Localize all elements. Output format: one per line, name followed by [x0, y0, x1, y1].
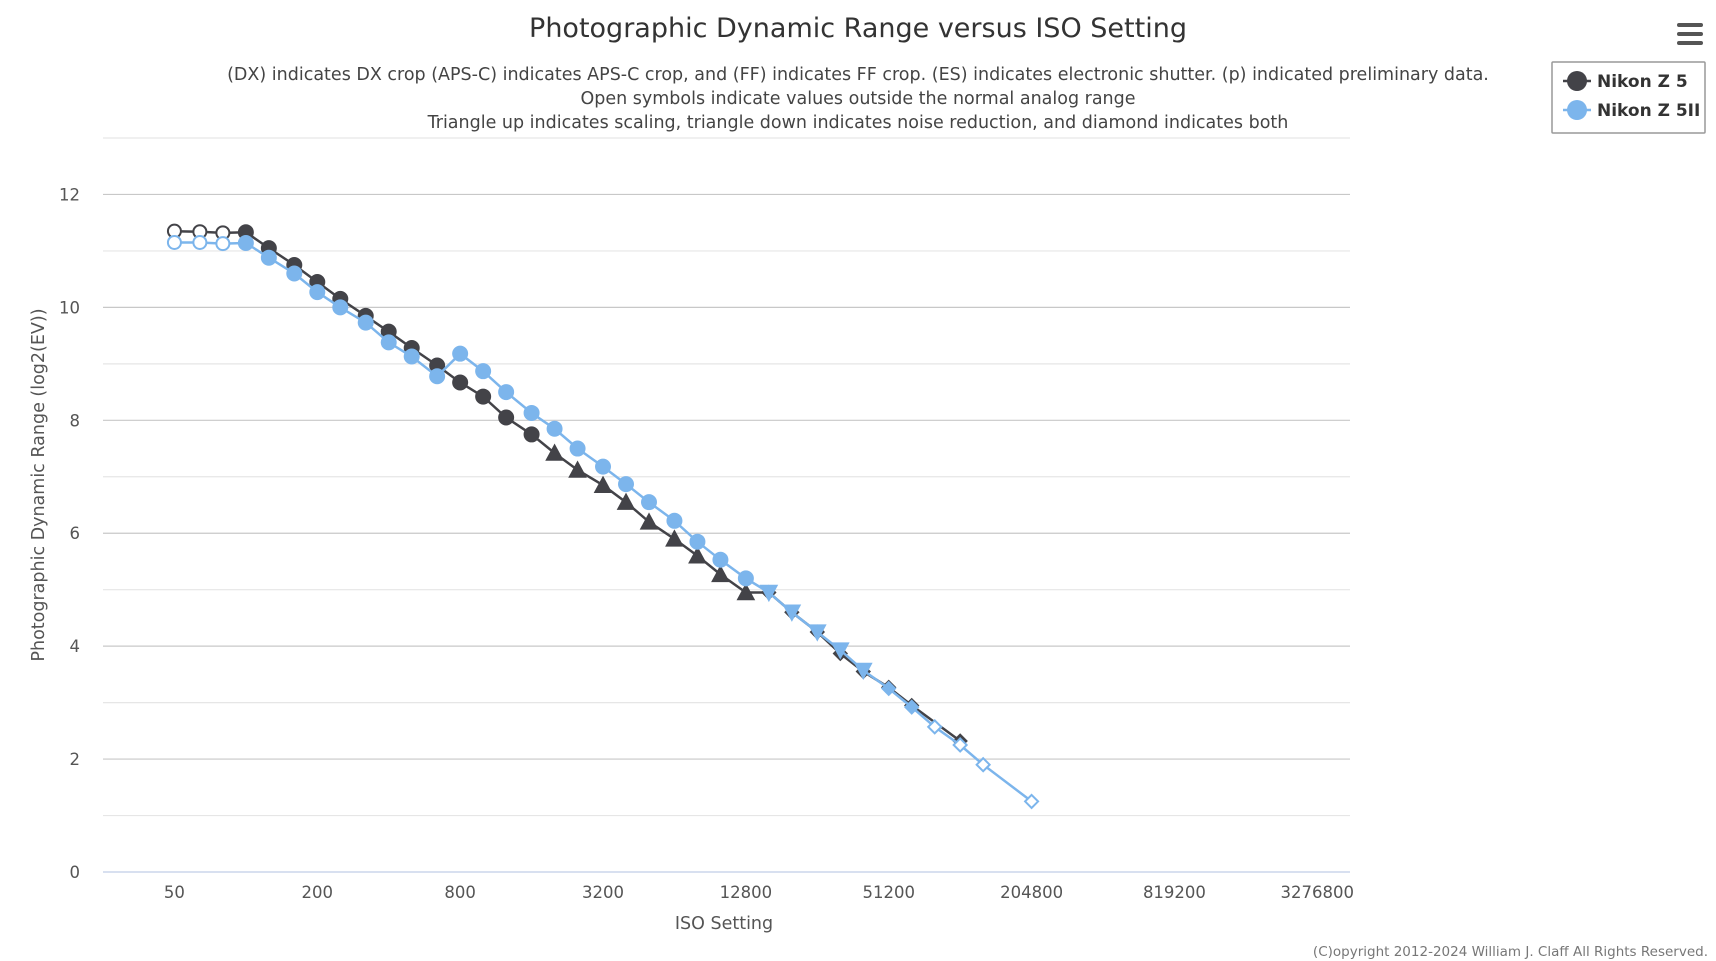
data-point-nikon-z-5[interactable] — [498, 409, 515, 426]
chart-subtitle-line-1: (DX) indicates DX crop (APS-C) indicates… — [227, 65, 1489, 85]
y-tick-labels: 0 2 4 6 8 10 12 — [59, 185, 80, 882]
grid-lines — [103, 137, 1350, 817]
x-tick-label: 200 — [302, 883, 334, 902]
data-point-nikon-z-5ii[interactable] — [523, 404, 540, 421]
chart-title: Photographic Dynamic Range versus ISO Se… — [529, 13, 1187, 44]
y-tick-label: 2 — [70, 750, 81, 769]
data-point-nikon-z-5ii[interactable] — [853, 662, 873, 680]
data-point-nikon-z-5ii[interactable] — [904, 699, 920, 715]
data-point-nikon-z-5ii[interactable] — [641, 494, 658, 511]
legend: Nikon Z 5 Nikon Z 5II — [1551, 61, 1706, 134]
chart-credits: (C)opyright 2012-2024 William J. Claff A… — [1313, 944, 1708, 960]
data-point-nikon-z-5[interactable] — [639, 512, 659, 530]
chart-subtitle-line-3: Triangle up indicates scaling, triangle … — [427, 113, 1289, 133]
data-point-nikon-z-5ii[interactable] — [689, 533, 706, 550]
data-point-nikon-z-5[interactable] — [545, 443, 564, 461]
data-point-nikon-z-5ii[interactable] — [1023, 793, 1040, 810]
data-point-nikon-z-5ii[interactable] — [309, 284, 326, 301]
data-point-nikon-z-5[interactable] — [616, 492, 636, 510]
data-point-nikon-z-5ii[interactable] — [666, 512, 683, 529]
legend-item-nikon-z5ii[interactable]: Nikon Z 5II — [1563, 100, 1700, 121]
data-point-nikon-z-5[interactable] — [568, 460, 587, 478]
series-line-nikon-z-5ii — [174, 241, 1033, 803]
data-point-nikon-z-5ii[interactable] — [952, 737, 969, 753]
series — [166, 223, 1040, 810]
data-point-nikon-z-5ii[interactable] — [926, 718, 943, 735]
data-point-nikon-z-5[interactable] — [593, 475, 613, 493]
data-point-nikon-z-5ii[interactable] — [357, 314, 374, 331]
data-point-nikon-z-5ii[interactable] — [237, 235, 254, 252]
data-point-nikon-z-5ii[interactable] — [403, 348, 420, 365]
data-point-nikon-z-5ii[interactable] — [830, 642, 850, 660]
y-tick-label: 8 — [70, 411, 81, 430]
data-point-nikon-z-5ii[interactable] — [737, 570, 754, 587]
data-point-nikon-z-5[interactable] — [665, 529, 684, 547]
data-point-nikon-z-5ii[interactable] — [286, 265, 303, 282]
data-point-nikon-z-5ii[interactable] — [759, 584, 779, 603]
data-point-nikon-z-5ii[interactable] — [429, 368, 446, 385]
y-tick-label: 12 — [59, 185, 80, 204]
x-tick-label: 800 — [444, 883, 476, 902]
series-nikon-z-5ii — [166, 234, 1040, 810]
data-point-nikon-z-5ii[interactable] — [807, 624, 827, 642]
legend-marker-nikon-z5ii — [1567, 100, 1587, 120]
data-point-nikon-z-5[interactable] — [688, 546, 707, 564]
x-axis-title: ISO Setting — [675, 914, 773, 934]
x-tick-label: 51200 — [862, 883, 915, 902]
data-point-nikon-z-5ii[interactable] — [546, 420, 563, 437]
data-point-nikon-z-5[interactable] — [711, 564, 730, 583]
data-point-nikon-z-5ii[interactable] — [380, 334, 397, 351]
legend-label-nikon-z5: Nikon Z 5 — [1597, 72, 1688, 92]
data-point-nikon-z-5ii[interactable] — [215, 236, 231, 252]
y-tick-label: 10 — [59, 298, 80, 317]
x-tick-label: 3200 — [582, 883, 624, 902]
series-nikon-z-5 — [166, 223, 968, 749]
x-tick-labels: 50 200 800 3200 12800 51200 204800 819200 327680… — [164, 883, 1354, 902]
x-tick-label: 3276800 — [1281, 883, 1355, 902]
x-tick-label: 204800 — [1000, 883, 1063, 902]
data-point-nikon-z-5ii[interactable] — [475, 363, 492, 380]
data-point-nikon-z-5[interactable] — [452, 374, 469, 391]
hamburger-menu-icon[interactable] — [1676, 22, 1704, 46]
x-tick-label: 819200 — [1143, 883, 1206, 902]
data-point-nikon-z-5[interactable] — [736, 582, 756, 601]
data-point-nikon-z-5[interactable] — [475, 388, 492, 405]
x-tick-label: 50 — [164, 883, 185, 902]
y-tick-label: 0 — [70, 863, 81, 882]
legend-item-nikon-z5[interactable]: Nikon Z 5 — [1563, 71, 1688, 92]
data-point-nikon-z-5ii[interactable] — [332, 299, 349, 316]
data-point-nikon-z-5ii[interactable] — [166, 234, 182, 250]
data-point-nikon-z-5ii[interactable] — [192, 234, 208, 250]
data-point-nikon-z-5[interactable] — [523, 426, 540, 443]
data-point-nikon-z-5ii[interactable] — [452, 345, 469, 362]
y-tick-label: 6 — [70, 524, 81, 543]
data-point-nikon-z-5ii[interactable] — [260, 249, 277, 266]
y-tick-label: 4 — [70, 637, 81, 656]
data-point-nikon-z-5ii[interactable] — [881, 680, 897, 697]
legend-label-nikon-z5ii: Nikon Z 5II — [1597, 101, 1700, 121]
data-point-nikon-z-5ii[interactable] — [975, 756, 992, 773]
legend-marker-nikon-z5 — [1567, 71, 1587, 91]
data-point-nikon-z-5ii[interactable] — [782, 604, 802, 622]
data-point-nikon-z-5ii[interactable] — [569, 440, 586, 457]
y-axis-title: Photographic Dynamic Range (log2(EV)) — [29, 308, 49, 661]
x-tick-label: 12800 — [720, 883, 773, 902]
data-point-nikon-z-5ii[interactable] — [618, 476, 635, 493]
data-point-nikon-z-5ii[interactable] — [712, 551, 729, 568]
chart-subtitle-line-2: Open symbols indicate values outside the… — [580, 89, 1135, 109]
data-point-nikon-z-5ii[interactable] — [595, 458, 612, 475]
data-point-nikon-z-5ii[interactable] — [498, 384, 515, 401]
